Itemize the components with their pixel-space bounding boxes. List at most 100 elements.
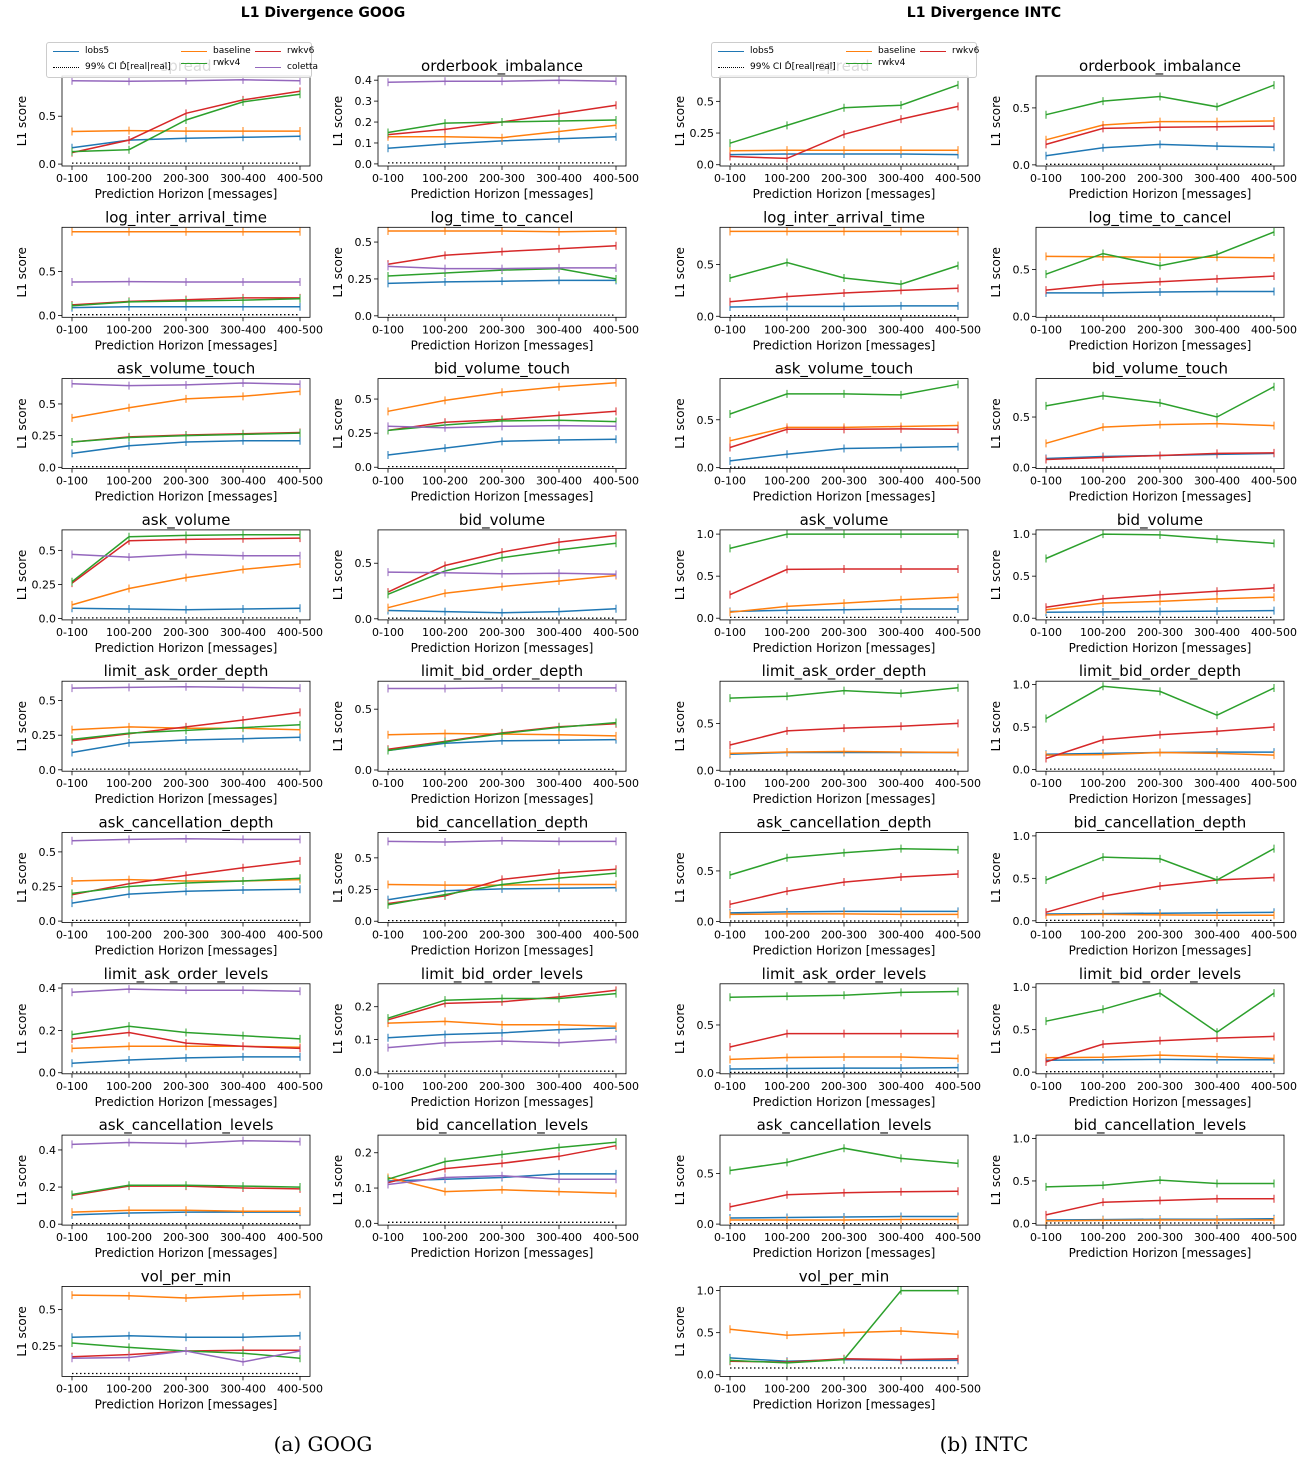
x-tick-label: 100-200 — [764, 323, 810, 336]
subplot-title: orderbook_imbalance — [421, 57, 583, 76]
y-tick-label: 0.4 — [39, 982, 57, 995]
y-tick-label: 1.0 — [697, 1285, 715, 1298]
x-tick-label: 0-100 — [1030, 323, 1062, 336]
y-tick-label: 1.0 — [1013, 981, 1031, 994]
y-tick-label: 0.4 — [355, 74, 373, 87]
subplot-title: bid_cancellation_levels — [416, 1116, 589, 1135]
x-tick-label: 400-500 — [593, 475, 639, 488]
legend-item-baseline-intc: baseline — [846, 46, 916, 56]
x-tick-label: 300-400 — [878, 1080, 924, 1093]
x-tick-label: 300-400 — [220, 475, 266, 488]
x-tick-label: 200-300 — [479, 777, 525, 790]
x-tick-label: 100-200 — [422, 1080, 468, 1093]
x-tick-label: 100-200 — [106, 1080, 152, 1093]
x-tick-label: 0-100 — [1030, 475, 1062, 488]
x-axis-label: Prediction Horizon [messages] — [1069, 792, 1252, 806]
y-tick-label: 0.5 — [697, 865, 715, 878]
panel-title-goog: L1 Divergence GOOG — [240, 5, 406, 21]
y-tick-label: 0.0 — [355, 764, 373, 777]
subplot-goog-limit_ask_order_levels: limit_ask_order_levels 0.0 0.2 0.4 0-100 100-… — [15, 965, 323, 1109]
y-tick-label: 1.0 — [1013, 679, 1031, 692]
subplot-title: vol_per_min — [799, 1267, 889, 1286]
legend-label-lobs5-intc: lobs5 — [750, 46, 775, 56]
subplot-title: ask_cancellation_levels — [757, 1116, 932, 1135]
x-tick-label: 300-400 — [220, 1231, 266, 1244]
y-tick-label: 0.0 — [355, 158, 373, 171]
subplot-intc-vol_per_min: vol_per_min 0.0 0.5 1.0 0-100 100-200 200-300 3… — [673, 1267, 981, 1411]
x-tick-label: 200-300 — [479, 323, 525, 336]
x-axis-label: Prediction Horizon [messages] — [753, 792, 936, 806]
x-tick-label: 100-200 — [106, 1231, 152, 1244]
y-tick-label: 0.5 — [1013, 102, 1031, 115]
legend-item-rwkv6: rwkv6 — [255, 46, 314, 56]
x-tick-label: 300-400 — [220, 777, 266, 790]
subplot-goog-bid_cancellation_depth: bid_cancellation_depth 0.0 0.25 0.5 0-100 100… — [331, 814, 639, 958]
caption-intc: (b) INTC — [939, 1432, 1029, 1456]
subplot-title: limit_ask_order_levels — [104, 965, 269, 984]
legend-label-baseline: baseline — [213, 46, 251, 56]
x-tick-label: 300-400 — [220, 1382, 266, 1395]
series-line-rwkv4 — [1045, 847, 1275, 881]
y-axis-label: L1 score — [331, 1004, 345, 1054]
x-axis-label: Prediction Horizon [messages] — [95, 490, 278, 504]
x-axis-label: Prediction Horizon [messages] — [411, 641, 594, 655]
y-tick-label: 0.5 — [39, 846, 57, 859]
legend-label-ci: 99% CI D̂[real|real] — [85, 62, 171, 72]
y-tick-label: 0.5 — [1013, 411, 1031, 424]
x-tick-label: 400-500 — [277, 1080, 323, 1093]
y-tick-label: 0.0 — [39, 613, 57, 626]
legend-swatch-rwkv6-intc — [920, 50, 946, 52]
x-tick-label: 300-400 — [1194, 475, 1240, 488]
x-tick-label: 200-300 — [1137, 172, 1183, 185]
x-axis-label: Prediction Horizon [messages] — [753, 1095, 936, 1109]
x-axis-label: Prediction Horizon [messages] — [411, 338, 594, 352]
x-tick-label: 300-400 — [1194, 323, 1240, 336]
x-tick-label: 400-500 — [1251, 1231, 1297, 1244]
x-tick-label: 0-100 — [714, 929, 746, 942]
y-tick-label: 0.0 — [355, 461, 373, 474]
x-tick-label: 0-100 — [372, 929, 404, 942]
y-tick-label: 0.0 — [355, 613, 373, 626]
y-tick-label: 0.25 — [32, 881, 57, 894]
x-axis-label: Prediction Horizon [messages] — [411, 1095, 594, 1109]
subplot-goog-spread: spread0.00.50-100100-200200-300300-40040… — [15, 57, 323, 201]
legend-item-lobs5-intc: lobs5 — [718, 46, 774, 56]
y-tick-label: 0.5 — [1013, 721, 1031, 734]
subplot-title: log_time_to_cancel — [431, 208, 574, 227]
x-tick-label: 200-300 — [821, 777, 867, 790]
legend-item-rwkv4: rwkv4 — [181, 58, 240, 68]
x-tick-label: 400-500 — [277, 929, 323, 942]
x-tick-label: 300-400 — [878, 475, 924, 488]
x-tick-label: 400-500 — [277, 172, 323, 185]
x-tick-label: 300-400 — [536, 323, 582, 336]
x-tick-label: 0-100 — [1030, 626, 1062, 639]
x-tick-label: 100-200 — [1080, 323, 1126, 336]
subplot-intc-limit_ask_order_levels: limit_ask_order_levels 0.0 0.5 0-100 100-200… — [673, 965, 981, 1109]
x-axis-label: Prediction Horizon [messages] — [753, 187, 936, 201]
y-tick-label: 0.3 — [355, 95, 373, 108]
x-tick-label: 400-500 — [1251, 626, 1297, 639]
x-tick-label: 200-300 — [479, 475, 525, 488]
y-tick-label: 0.5 — [355, 852, 373, 865]
x-axis-label: Prediction Horizon [messages] — [411, 792, 594, 806]
x-tick-label: 200-300 — [479, 1080, 525, 1093]
y-tick-label: 0.25 — [690, 127, 715, 140]
y-axis-label: L1 score — [673, 701, 687, 751]
x-tick-label: 100-200 — [106, 777, 152, 790]
subplot-title: limit_bid_order_depth — [1079, 662, 1241, 681]
subplot-goog-limit_ask_order_depth: limit_ask_order_depth 0.0 0.25 0.5 0-100 100-… — [15, 662, 323, 806]
y-tick-label: 0.4 — [39, 1144, 57, 1157]
y-axis-label: L1 score — [673, 1004, 687, 1054]
x-tick-label: 300-400 — [1194, 172, 1240, 185]
x-tick-label: 400-500 — [593, 1231, 639, 1244]
x-tick-label: 200-300 — [1137, 1231, 1183, 1244]
subplot-title: limit_ask_order_depth — [104, 662, 269, 681]
x-tick-label: 400-500 — [935, 777, 981, 790]
legend-swatch-rwkv6 — [255, 50, 281, 52]
subplot-intc-log_time_to_cancel: log_time_to_cancel 0.0 0.5 0-100 100-200 200-… — [989, 208, 1297, 352]
y-axis-label: L1 score — [673, 1155, 687, 1205]
x-tick-label: 0-100 — [372, 475, 404, 488]
x-tick-label: 100-200 — [764, 626, 810, 639]
y-axis-label: L1 score — [989, 1004, 1003, 1054]
subplot-intc-limit_bid_order_depth: limit_bid_order_depth 0.0 0.5 1.0 0-100 100-2… — [989, 662, 1297, 806]
